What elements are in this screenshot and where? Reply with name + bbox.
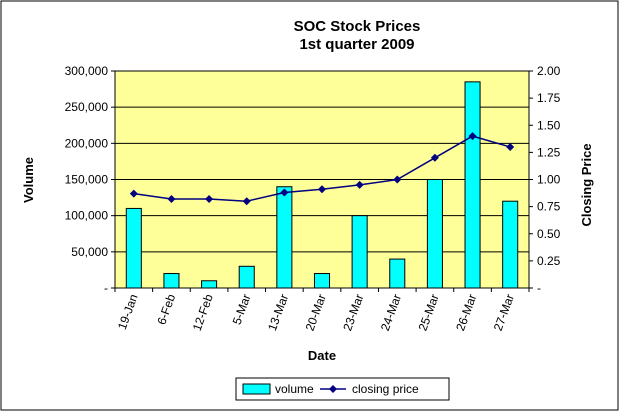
closing-price-point (205, 195, 214, 204)
volume-bar (464, 81, 481, 289)
legend-price-marker (329, 385, 337, 393)
y-tick-label: 300,000 (65, 64, 109, 78)
legend-volume-label: volume (275, 382, 314, 396)
closing-price-line (129, 132, 515, 206)
y2-tick-label: 1.00 (537, 173, 561, 187)
x-axis-label: Date (308, 348, 336, 363)
closing-price-point (280, 188, 289, 197)
closing-price-point (430, 153, 439, 162)
y2-tick-label: 2.00 (537, 64, 561, 78)
closing-price-point (355, 180, 364, 189)
chart-subtitle: 1st quarter 2009 (299, 36, 414, 53)
legend-volume-swatch (242, 383, 271, 395)
closing-price-point (393, 175, 402, 184)
volume-bar (125, 207, 142, 289)
closing-price-point (468, 132, 477, 141)
y2-tick-label: 1.50 (537, 118, 561, 132)
y-tick-label: 250,000 (65, 100, 109, 114)
y2-tick-label: 1.25 (537, 145, 561, 159)
volume-bar (426, 179, 443, 289)
y2-axis-label: Closing Price (579, 143, 594, 226)
y2-tick-label: - (537, 281, 541, 295)
volume-bar (351, 215, 368, 289)
closing-price-point (506, 142, 515, 151)
closing-price-point (318, 185, 326, 194)
closing-price-point (129, 189, 138, 198)
volume-bar (276, 186, 293, 289)
closing-price-point (242, 197, 251, 206)
volume-bars (125, 81, 519, 289)
y-tick-label: 150,000 (65, 173, 109, 187)
y2-tick-label: 0.50 (537, 227, 561, 241)
volume-bar (502, 200, 519, 289)
volume-bar (238, 265, 255, 289)
legend-price-label: closing price (352, 382, 419, 396)
volume-bar (313, 273, 331, 289)
volume-bar (389, 258, 406, 289)
y-tick-label: 200,000 (65, 136, 109, 150)
y-axis-label: Volume (21, 157, 36, 203)
legend: volume closing price (235, 377, 450, 401)
volume-bar (201, 280, 218, 289)
chart-title: SOC Stock Prices (294, 18, 421, 35)
y-tick-label: 100,000 (65, 209, 109, 223)
y-axis-right: - 0.25 0.50 0.75 1.00 1.25 1.50 1.75 2.00 (528, 64, 561, 295)
y2-tick-label: 1.75 (537, 91, 561, 105)
closing-price-point (167, 195, 176, 204)
y-axis-left: - 50,000 100,000 150,000 200,000 250,000 300,0… (65, 64, 116, 295)
y-tick-label: 50,000 (71, 245, 108, 259)
volume-bar (163, 273, 180, 289)
y2-tick-label: 0.25 (537, 254, 561, 268)
y-tick-label: - (104, 281, 108, 295)
y2-tick-label: 0.75 (537, 200, 561, 214)
